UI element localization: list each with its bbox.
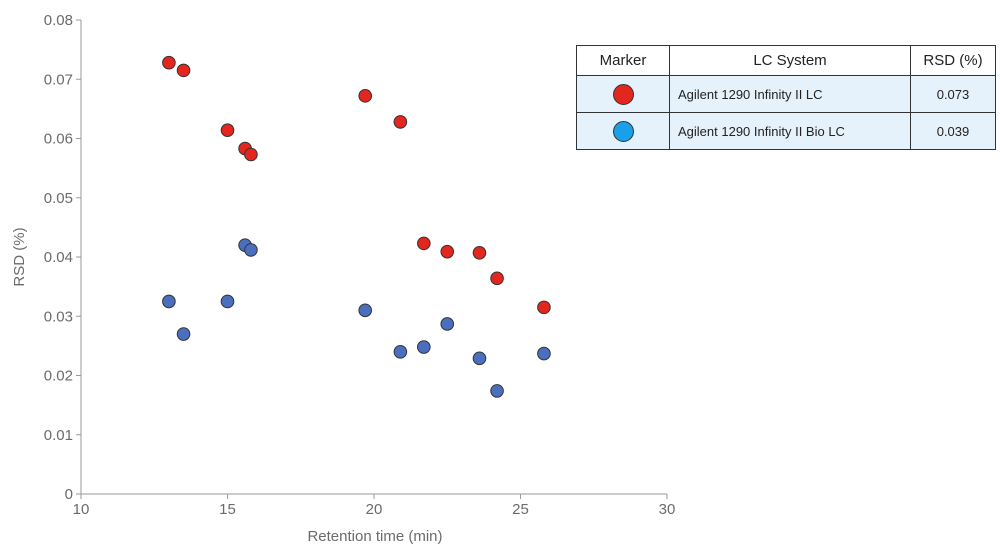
legend-system-name: Agilent 1290 Infinity II LC <box>669 75 911 113</box>
data-point-blue <box>358 303 373 318</box>
legend-rsd-value: 0.073 <box>910 75 996 113</box>
x-tick-label: 30 <box>659 501 676 518</box>
blue-circle-icon <box>612 120 634 142</box>
data-point-red <box>358 89 373 103</box>
data-point-red <box>393 115 408 129</box>
x-tick-label: 25 <box>512 501 529 518</box>
legend-header-row: Marker LC System RSD (%) <box>576 45 996 76</box>
legend-header-rsd: RSD (%) <box>910 45 996 76</box>
y-tick-label: 0.03 <box>44 308 73 325</box>
data-point-red <box>472 246 487 260</box>
data-point-blue <box>220 294 235 309</box>
data-point-blue <box>472 351 487 366</box>
legend-marker-cell <box>576 75 670 113</box>
red-circle-icon <box>612 83 634 105</box>
y-tick-label: 0.05 <box>44 190 73 207</box>
x-tick-label: 15 <box>219 501 236 518</box>
data-point-red <box>440 244 455 259</box>
x-axis-title: Retention time (min) <box>307 528 442 545</box>
data-point-blue <box>537 346 551 361</box>
data-point-red <box>417 236 431 251</box>
y-tick-label: 0.08 <box>44 12 73 29</box>
y-axis-title: RSD (%) <box>11 227 28 286</box>
data-point-blue <box>440 317 455 331</box>
legend-header-marker: Marker <box>576 45 670 76</box>
data-point-blue <box>162 294 176 309</box>
legend-header-system: LC System <box>669 45 911 76</box>
x-tick-label: 10 <box>73 501 90 518</box>
legend-system-name: Agilent 1290 Infinity II Bio LC <box>669 112 911 150</box>
data-point-blue <box>490 384 504 398</box>
data-point-red <box>244 147 258 162</box>
data-points <box>162 55 551 398</box>
y-tick-label: 0.04 <box>44 249 73 266</box>
legend-row: Agilent 1290 Infinity II Bio LC 0.039 <box>576 112 996 150</box>
data-point-red <box>220 123 235 138</box>
y-tick-label: 0.02 <box>44 368 73 385</box>
y-tick-label: 0 <box>65 486 73 503</box>
y-tick-label: 0.06 <box>44 131 73 148</box>
legend-rsd-value: 0.039 <box>910 112 996 150</box>
data-point-red <box>490 271 504 286</box>
data-point-blue <box>176 327 191 341</box>
y-tick-label: 0.01 <box>44 427 73 444</box>
data-point-red <box>537 300 551 315</box>
legend-row: Agilent 1290 Infinity II LC 0.073 <box>576 75 996 113</box>
legend-table: Marker LC System RSD (%) Agilent 1290 In… <box>576 45 996 150</box>
data-point-blue <box>393 345 408 359</box>
data-point-blue <box>244 243 258 257</box>
axes: 0 0.01 0.02 0.03 0.04 0.05 0.06 0.07 0.08 10 15 20 2… <box>44 12 676 518</box>
y-tick-label: 0.07 <box>44 71 73 88</box>
data-point-blue <box>417 340 431 354</box>
data-point-red <box>162 55 176 70</box>
x-tick-label: 20 <box>366 501 383 518</box>
legend-marker-cell <box>576 112 670 150</box>
data-point-red <box>176 63 191 78</box>
